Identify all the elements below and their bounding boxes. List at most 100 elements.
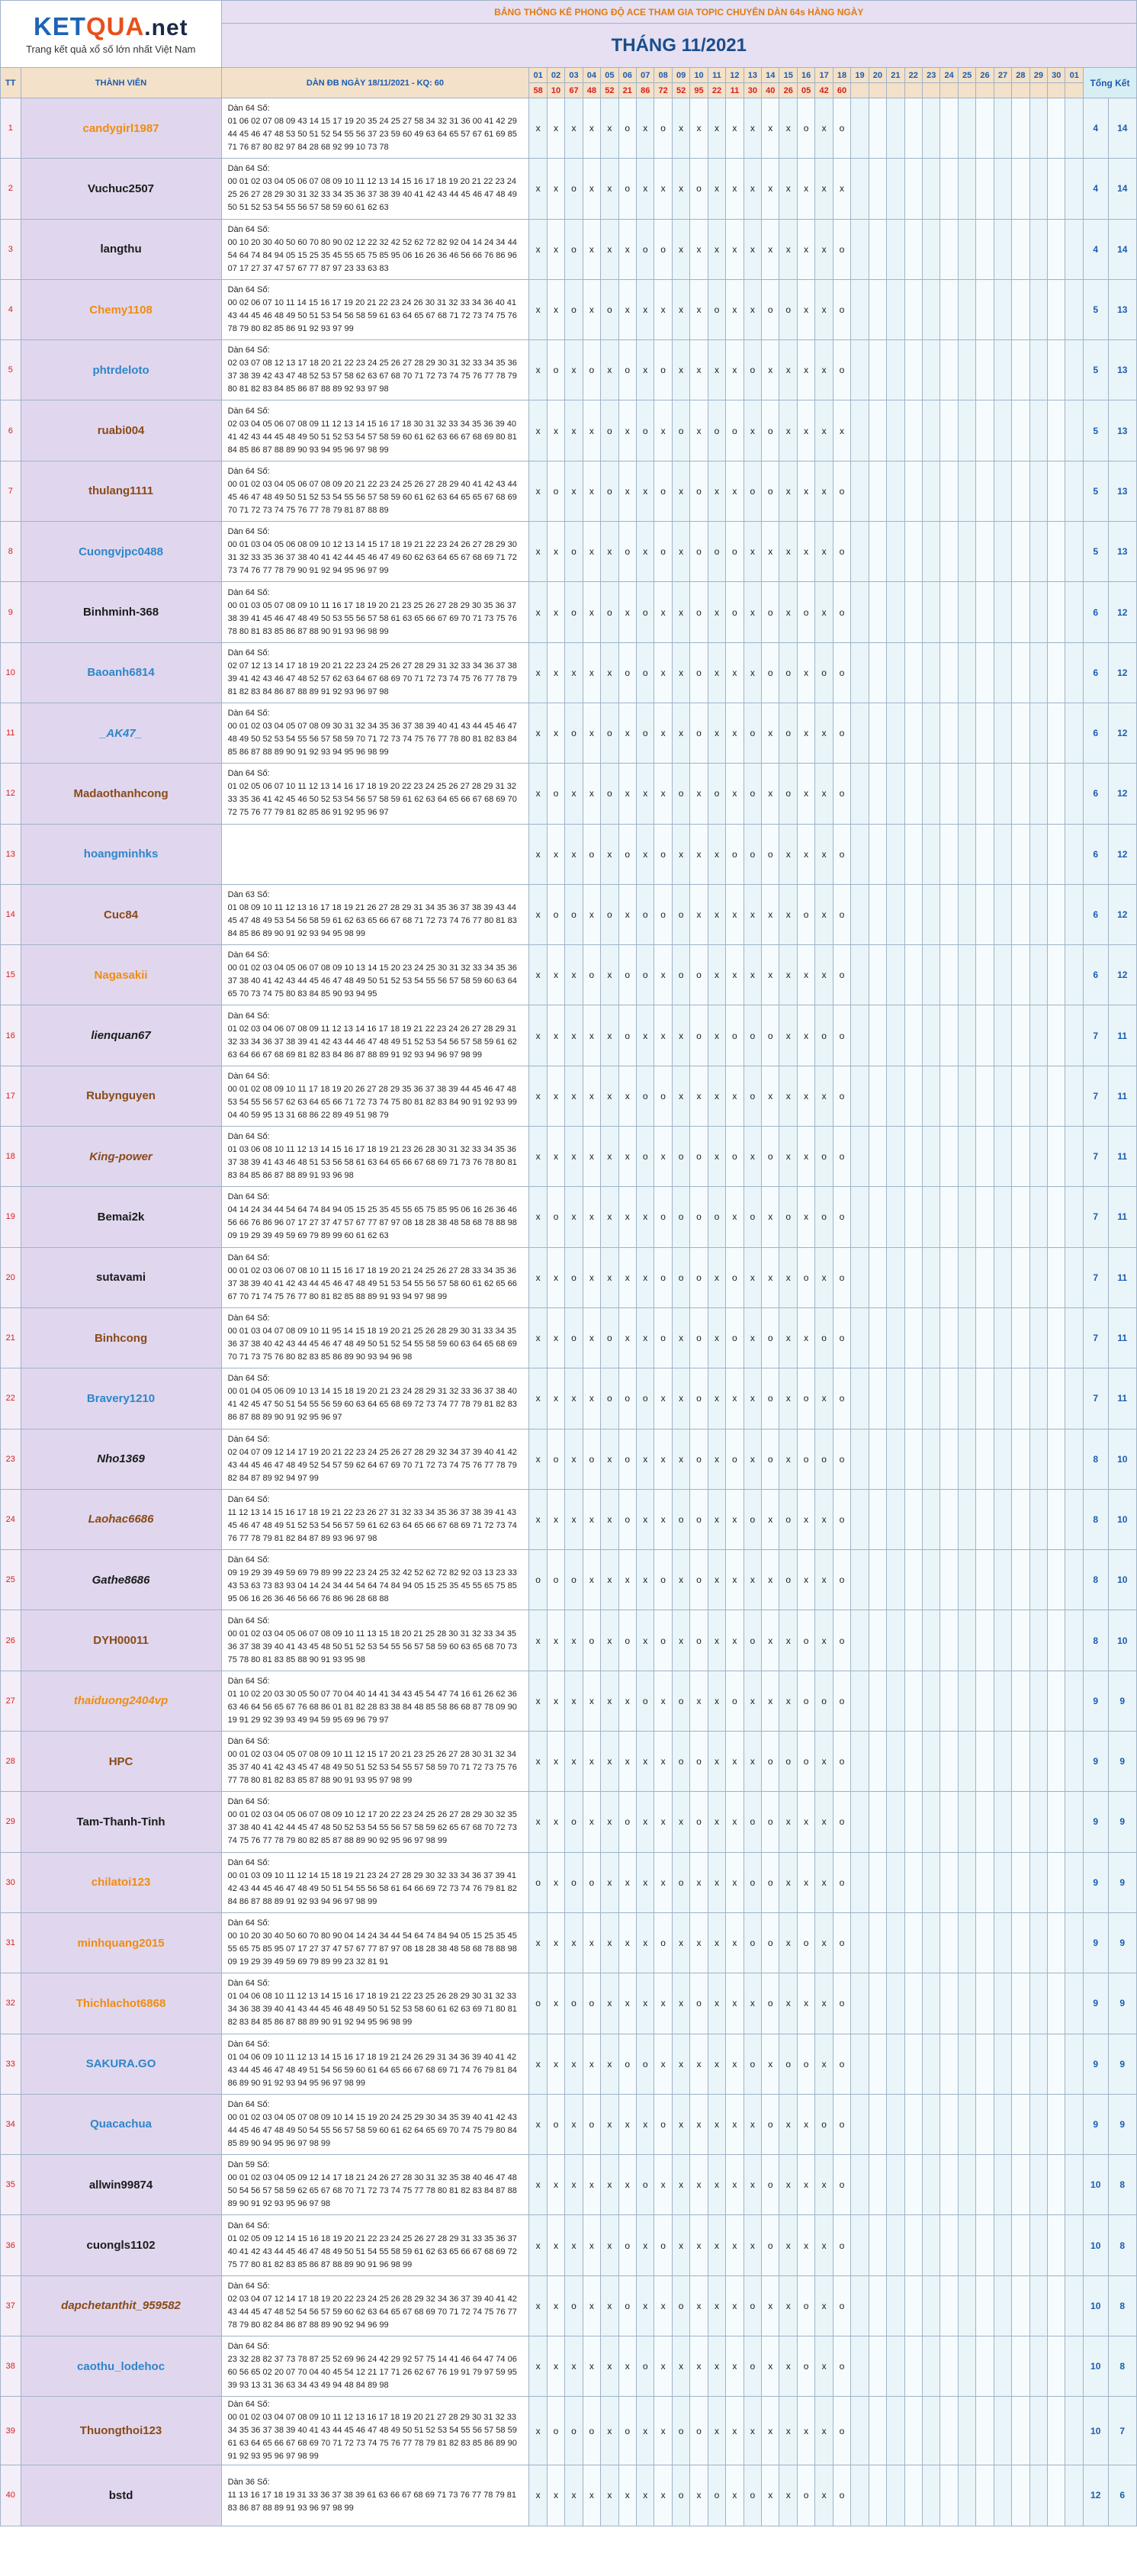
member-name[interactable]: chilatoi123 bbox=[20, 1851, 222, 1913]
day-mark: x bbox=[707, 218, 727, 280]
dan-heading: Dàn 64 Số: bbox=[227, 1676, 270, 1686]
member-name[interactable]: dapchetanthit_959582 bbox=[20, 2275, 222, 2336]
day-mark: x bbox=[635, 2214, 655, 2276]
dan-numbers: 11 13 16 17 18 19 31 33 36 37 38 39 61 6… bbox=[227, 2490, 516, 2513]
member-name[interactable]: cuongls1102 bbox=[20, 2214, 222, 2276]
member-name[interactable]: Binhminh-368 bbox=[20, 581, 222, 643]
member-name[interactable]: Tam-Thanh-Tinh bbox=[20, 1791, 222, 1853]
day-mark bbox=[850, 1610, 869, 1671]
day-mark: o bbox=[564, 218, 583, 280]
member-name[interactable]: thaiduong2404vp bbox=[20, 1670, 222, 1732]
member-name[interactable]: caothu_lodehoc bbox=[20, 2335, 222, 2398]
member-name[interactable]: Madaothanhcong bbox=[20, 763, 222, 825]
day-mark bbox=[975, 2275, 994, 2336]
day-mark: o bbox=[832, 2465, 852, 2526]
day-mark bbox=[886, 2214, 905, 2276]
day-mark: x bbox=[564, 1912, 583, 1974]
day-header: 23 bbox=[921, 67, 941, 83]
member-name[interactable]: sutavami bbox=[20, 1246, 222, 1308]
member-name[interactable]: Baoanh6814 bbox=[20, 642, 222, 703]
day-mark bbox=[957, 823, 977, 885]
miss-count: 10 bbox=[1082, 2214, 1109, 2276]
member-row: 38 caothu_lodehoc Dàn 64 Số: 23 32 28 82 37… bbox=[0, 2335, 1137, 2398]
day-mark: x bbox=[528, 521, 548, 583]
member-name[interactable]: Binhcong bbox=[20, 1307, 222, 1369]
day-mark: x bbox=[707, 1307, 727, 1369]
day-mark: x bbox=[618, 2335, 637, 2398]
day-mark: x bbox=[707, 2396, 727, 2466]
member-name[interactable]: hoangminhks bbox=[20, 823, 222, 885]
day-mark: x bbox=[635, 460, 655, 523]
day-mark: x bbox=[528, 1912, 548, 1974]
member-name[interactable]: King-power bbox=[20, 1126, 222, 1188]
member-name[interactable]: Bemai2k bbox=[20, 1186, 222, 1248]
day-mark: o bbox=[725, 521, 744, 583]
member-name[interactable]: lienquan67 bbox=[20, 1005, 222, 1066]
day-mark: x bbox=[814, 460, 833, 523]
member-name[interactable]: Cuongvjpc0488 bbox=[20, 521, 222, 583]
row-number: 35 bbox=[0, 2154, 21, 2216]
day-mark: x bbox=[779, 460, 798, 523]
day-mark: o bbox=[671, 883, 691, 946]
dan-cell: Dàn 64 Số: 00 01 02 03 04 05 06 07 08 09 … bbox=[220, 944, 530, 1006]
member-name[interactable]: _AK47_ bbox=[20, 702, 222, 764]
member-name[interactable]: Laohac6686 bbox=[20, 1488, 222, 1551]
day-mark: x bbox=[654, 2154, 673, 2216]
day-mark: x bbox=[635, 823, 655, 885]
member-name[interactable]: Nho1369 bbox=[20, 1428, 222, 1490]
member-name[interactable]: thulang1111 bbox=[20, 460, 222, 523]
day-mark bbox=[904, 400, 923, 461]
day-mark bbox=[1011, 1610, 1030, 1671]
member-name[interactable]: Thuongthoi123 bbox=[20, 2396, 222, 2466]
day-mark bbox=[957, 702, 977, 764]
day-mark bbox=[868, 400, 888, 461]
day-mark bbox=[1011, 642, 1030, 703]
member-name[interactable]: Bravery1210 bbox=[20, 1368, 222, 1430]
member-name[interactable]: Cuc84 bbox=[20, 883, 222, 946]
member-name[interactable]: Nagasakii bbox=[20, 944, 222, 1006]
result-header bbox=[921, 82, 941, 98]
member-name[interactable]: HPC bbox=[20, 1731, 222, 1793]
day-mark: o bbox=[725, 400, 744, 461]
day-mark: o bbox=[725, 1126, 744, 1188]
member-name[interactable]: bstd bbox=[20, 2465, 222, 2526]
day-mark bbox=[993, 1428, 1013, 1490]
day-mark: x bbox=[779, 2093, 798, 2156]
member-name[interactable]: Quacachua bbox=[20, 2093, 222, 2156]
member-name[interactable]: Vuchuc2507 bbox=[20, 158, 222, 220]
day-mark bbox=[957, 1126, 977, 1188]
day-mark bbox=[993, 1912, 1013, 1974]
day-mark: x bbox=[761, 1610, 780, 1671]
member-name[interactable]: langthu bbox=[20, 218, 222, 280]
site-logo[interactable]: KETQUA.net Trang kết quả xổ số lớn nhất … bbox=[26, 12, 196, 56]
member-name[interactable]: DYH00011 bbox=[20, 1610, 222, 1671]
member-name[interactable]: SAKURA.GO bbox=[20, 2033, 222, 2095]
member-name[interactable]: ruabi004 bbox=[20, 400, 222, 461]
day-mark bbox=[1011, 339, 1030, 401]
dan-numbers: 11 12 13 14 15 16 17 18 19 21 22 23 26 2… bbox=[227, 1507, 517, 1543]
member-name[interactable]: Thichlachot6868 bbox=[20, 1973, 222, 2034]
day-mark: x bbox=[796, 1488, 816, 1551]
member-name[interactable]: phtrdeloto bbox=[20, 339, 222, 401]
member-name[interactable]: Chemy1108 bbox=[20, 278, 222, 341]
day-mark: o bbox=[761, 1912, 780, 1974]
day-mark bbox=[939, 1065, 959, 1127]
day-mark bbox=[868, 1307, 888, 1369]
member-name[interactable]: allwin99874 bbox=[20, 2154, 222, 2216]
day-mark bbox=[868, 1610, 888, 1671]
day-mark: o bbox=[796, 1246, 816, 1308]
day-mark bbox=[1011, 1428, 1030, 1490]
day-mark: x bbox=[600, 642, 619, 703]
member-name[interactable]: Gathe8686 bbox=[20, 1549, 222, 1611]
day-mark: x bbox=[528, 1428, 548, 1490]
day-mark: o bbox=[779, 763, 798, 825]
day-mark bbox=[975, 1307, 994, 1369]
member-name[interactable]: minhquang2015 bbox=[20, 1912, 222, 1974]
day-mark: x bbox=[635, 1488, 655, 1551]
member-name[interactable]: candygirl1987 bbox=[20, 97, 222, 159]
day-mark bbox=[975, 2396, 994, 2466]
member-name[interactable]: Rubynguyen bbox=[20, 1065, 222, 1127]
day-header: 05 bbox=[600, 67, 619, 83]
day-mark bbox=[1011, 218, 1030, 280]
day-mark bbox=[993, 1549, 1013, 1611]
